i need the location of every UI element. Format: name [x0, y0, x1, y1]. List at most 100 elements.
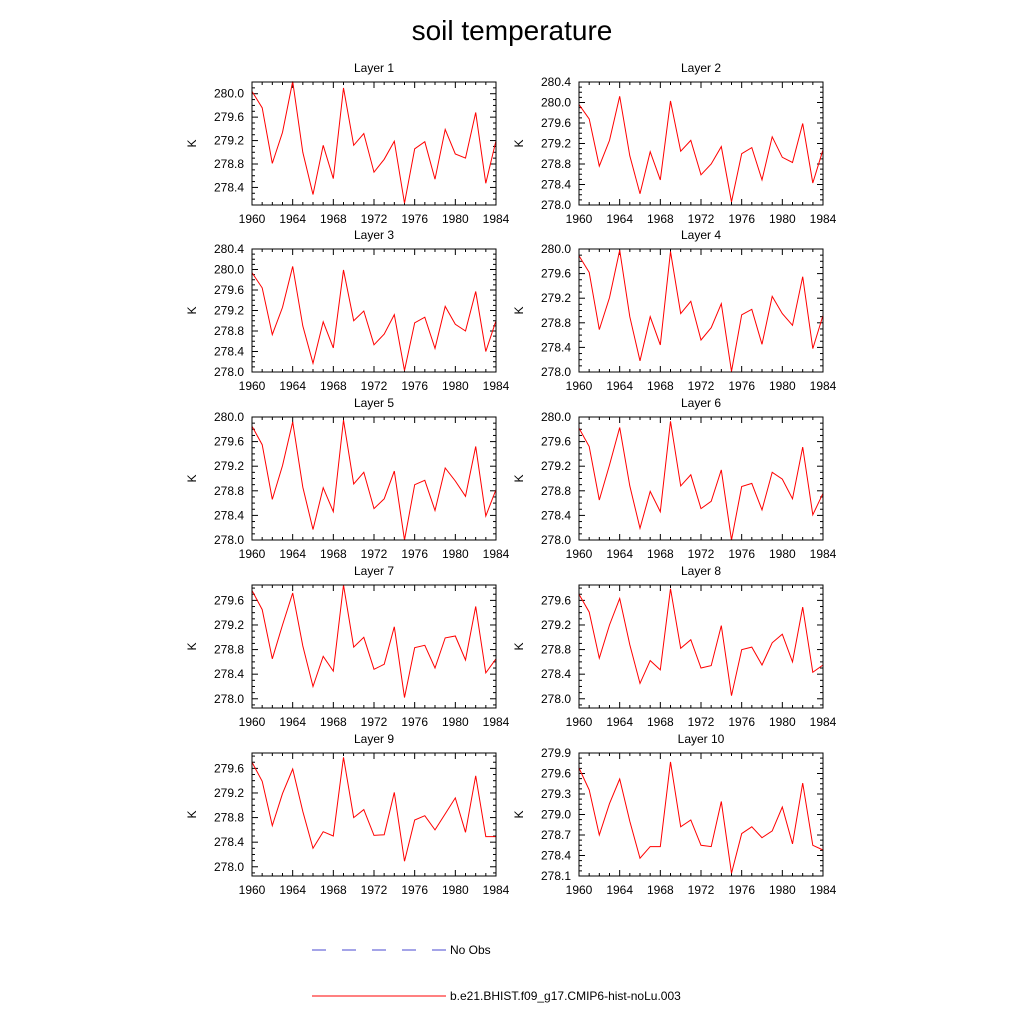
plot-frame: [578, 584, 824, 709]
series-line: [251, 81, 497, 204]
x-tick-label: 1960: [239, 379, 266, 393]
x-tick-label: 1984: [483, 379, 510, 393]
plot-frame: [251, 416, 497, 541]
plot-frame: [578, 416, 824, 541]
x-tick-label: 1964: [279, 212, 306, 226]
x-tick-label: 1968: [320, 379, 347, 393]
panel-title: Layer 8: [681, 564, 721, 578]
y-tick-label: 278.8: [541, 484, 571, 498]
y-tick-label: 278.0: [214, 365, 244, 379]
x-tick-label: 1976: [728, 715, 755, 729]
y-tick-label: 279.6: [214, 283, 244, 297]
x-tick-label: 1972: [688, 379, 715, 393]
y-tick-label: 279.6: [541, 435, 571, 449]
x-tick-label: 1984: [810, 715, 837, 729]
series-line: [578, 421, 824, 541]
y-tick-label: 279.2: [541, 137, 571, 151]
series-line: [578, 588, 824, 696]
x-tick-label: 1984: [483, 715, 510, 729]
chart-panel-9: Layer 9 K 1960 1964 1968 1972 1976 1980 1984 278.…: [185, 732, 510, 897]
x-tick-label: 1980: [769, 379, 796, 393]
x-tick-label: 1972: [361, 883, 388, 897]
x-tick-label: 1960: [239, 212, 266, 226]
x-tick-label: 1968: [647, 212, 674, 226]
figure-title: soil temperature: [412, 15, 613, 46]
legend-label: b.e21.BHIST.f09_g17.CMIP6-hist-noLu.003: [450, 989, 681, 1003]
y-tick-label: 278.0: [214, 533, 244, 547]
x-tick-label: 1964: [606, 212, 633, 226]
x-tick-label: 1984: [483, 547, 510, 561]
y-tick-label: 278.4: [214, 345, 244, 359]
y-tick-label: 280.0: [541, 410, 571, 424]
x-tick-label: 1960: [239, 547, 266, 561]
y-tick-label: 280.0: [214, 410, 244, 424]
x-tick-label: 1984: [810, 883, 837, 897]
chart-panel-3: Layer 3 K 1960 1964 1968 1972 1976 1980 1984 278.…: [185, 228, 510, 393]
x-tick-label: 1964: [606, 379, 633, 393]
x-tick-label: 1960: [566, 547, 593, 561]
y-tick-label: 280.0: [541, 96, 571, 110]
x-tick-label: 1964: [606, 715, 633, 729]
y-tick-label: 278.0: [214, 860, 244, 874]
plot-frame: [251, 584, 497, 709]
x-tick-label: 1984: [810, 212, 837, 226]
x-tick-label: 1968: [320, 715, 347, 729]
x-tick-label: 1964: [279, 547, 306, 561]
y-tick-label: 279.3: [541, 787, 571, 801]
x-tick-label: 1964: [606, 547, 633, 561]
x-tick-label: 1984: [810, 379, 837, 393]
y-tick-label: 279.2: [214, 786, 244, 800]
panel-title: Layer 4: [681, 228, 721, 242]
y-tick-label: 278.0: [214, 692, 244, 706]
chart-panel-1: Layer 1 K 1960 1964 1968 1972 1976 1980 1984 278.…: [185, 61, 510, 226]
panel-title: Layer 1: [354, 61, 394, 75]
series-line: [251, 266, 497, 371]
legend-entry: No Obs: [312, 943, 491, 957]
panel-title: Layer 7: [354, 564, 394, 578]
legend-entry: b.e21.BHIST.f09_g17.CMIP6-hist-noLu.003: [312, 989, 681, 1003]
chart-panel-10: Layer 10 K 1960 1964 1968 1972 1976 1980 1984 278…: [512, 732, 837, 897]
y-tick-label: 280.4: [214, 242, 244, 256]
chart-panel-2: Layer 2 K 1960 1964 1968 1972 1976 1980 1984 278.…: [512, 61, 837, 226]
y-tick-label: 278.8: [541, 157, 571, 171]
y-tick-label: 279.2: [214, 304, 244, 318]
x-tick-label: 1964: [606, 883, 633, 897]
y-tick-label: 278.8: [541, 643, 571, 657]
x-tick-label: 1980: [769, 883, 796, 897]
chart-panel-5: Layer 5 K 1960 1964 1968 1972 1976 1980 1984 278.…: [185, 396, 510, 561]
series-line: [578, 761, 824, 874]
y-tick-label: 279.6: [541, 767, 571, 781]
x-tick-label: 1968: [320, 547, 347, 561]
chart-panel-4: Layer 4 K 1960 1964 1968 1972 1976 1980 1984 278.…: [512, 228, 837, 393]
panel-title: Layer 9: [354, 732, 394, 746]
x-tick-label: 1980: [442, 883, 469, 897]
x-tick-label: 1972: [688, 212, 715, 226]
chart-panel-8: Layer 8 K 1960 1964 1968 1972 1976 1980 1984 278.…: [512, 564, 837, 729]
y-axis-label: K: [512, 474, 526, 482]
x-tick-label: 1980: [442, 547, 469, 561]
x-tick-label: 1972: [361, 715, 388, 729]
x-tick-label: 1968: [320, 883, 347, 897]
panel-title: Layer 2: [681, 61, 721, 75]
x-tick-label: 1980: [442, 379, 469, 393]
y-tick-label: 278.4: [541, 340, 571, 354]
y-tick-label: 279.9: [541, 746, 571, 760]
y-tick-label: 278.4: [541, 667, 571, 681]
x-tick-label: 1960: [239, 715, 266, 729]
y-tick-label: 279.6: [214, 435, 244, 449]
y-tick-label: 278.8: [214, 484, 244, 498]
y-tick-label: 279.6: [541, 593, 571, 607]
y-axis-label: K: [512, 306, 526, 314]
x-tick-label: 1980: [769, 547, 796, 561]
y-tick-label: 278.4: [214, 835, 244, 849]
plot-frame: [578, 81, 824, 206]
y-tick-label: 279.2: [214, 134, 244, 148]
x-tick-label: 1960: [566, 883, 593, 897]
y-tick-label: 280.4: [541, 75, 571, 89]
y-tick-label: 279.2: [214, 459, 244, 473]
y-tick-label: 279.6: [541, 267, 571, 281]
x-tick-label: 1960: [566, 715, 593, 729]
plot-frame: [251, 752, 497, 877]
x-tick-label: 1980: [442, 212, 469, 226]
